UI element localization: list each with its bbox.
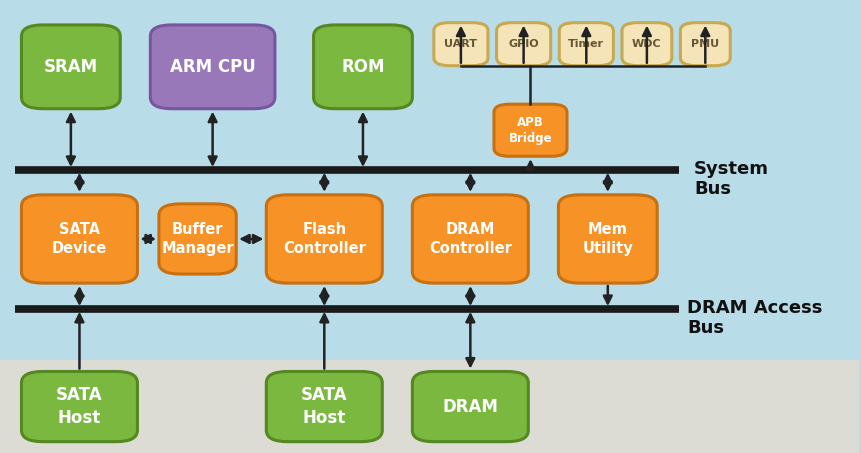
FancyBboxPatch shape [434, 23, 488, 66]
Text: ARM CPU: ARM CPU [170, 58, 256, 76]
Text: System
Bus: System Bus [694, 159, 769, 198]
FancyBboxPatch shape [22, 195, 138, 283]
Text: UART: UART [444, 39, 477, 49]
Text: PMU: PMU [691, 39, 720, 49]
Text: SATA
Host: SATA Host [56, 386, 102, 427]
FancyBboxPatch shape [159, 204, 236, 274]
Text: SRAM: SRAM [44, 58, 98, 76]
FancyBboxPatch shape [22, 371, 138, 442]
Text: GPIO: GPIO [508, 39, 539, 49]
FancyBboxPatch shape [151, 25, 275, 109]
Text: DRAM
Controller: DRAM Controller [429, 222, 511, 256]
Text: Mem
Utility: Mem Utility [582, 222, 633, 256]
FancyBboxPatch shape [494, 104, 567, 156]
FancyBboxPatch shape [560, 23, 613, 66]
Text: SATA
Host: SATA Host [301, 386, 348, 427]
FancyBboxPatch shape [559, 195, 657, 283]
FancyBboxPatch shape [412, 371, 529, 442]
FancyBboxPatch shape [0, 360, 859, 453]
Text: Flash
Controller: Flash Controller [283, 222, 366, 256]
Text: DRAM Access
Bus: DRAM Access Bus [687, 299, 822, 337]
Text: WDC: WDC [632, 39, 662, 49]
Text: DRAM: DRAM [443, 398, 499, 415]
Text: SATA
Device: SATA Device [52, 222, 107, 256]
Text: APB
Bridge: APB Bridge [509, 116, 552, 145]
FancyBboxPatch shape [266, 371, 382, 442]
Text: ROM: ROM [341, 58, 385, 76]
FancyBboxPatch shape [412, 195, 529, 283]
Text: Timer: Timer [568, 39, 604, 49]
FancyBboxPatch shape [266, 195, 382, 283]
FancyBboxPatch shape [22, 25, 121, 109]
FancyBboxPatch shape [680, 23, 730, 66]
FancyBboxPatch shape [313, 25, 412, 109]
FancyBboxPatch shape [622, 23, 672, 66]
FancyBboxPatch shape [497, 23, 551, 66]
Text: Buffer
Manager: Buffer Manager [161, 222, 234, 256]
